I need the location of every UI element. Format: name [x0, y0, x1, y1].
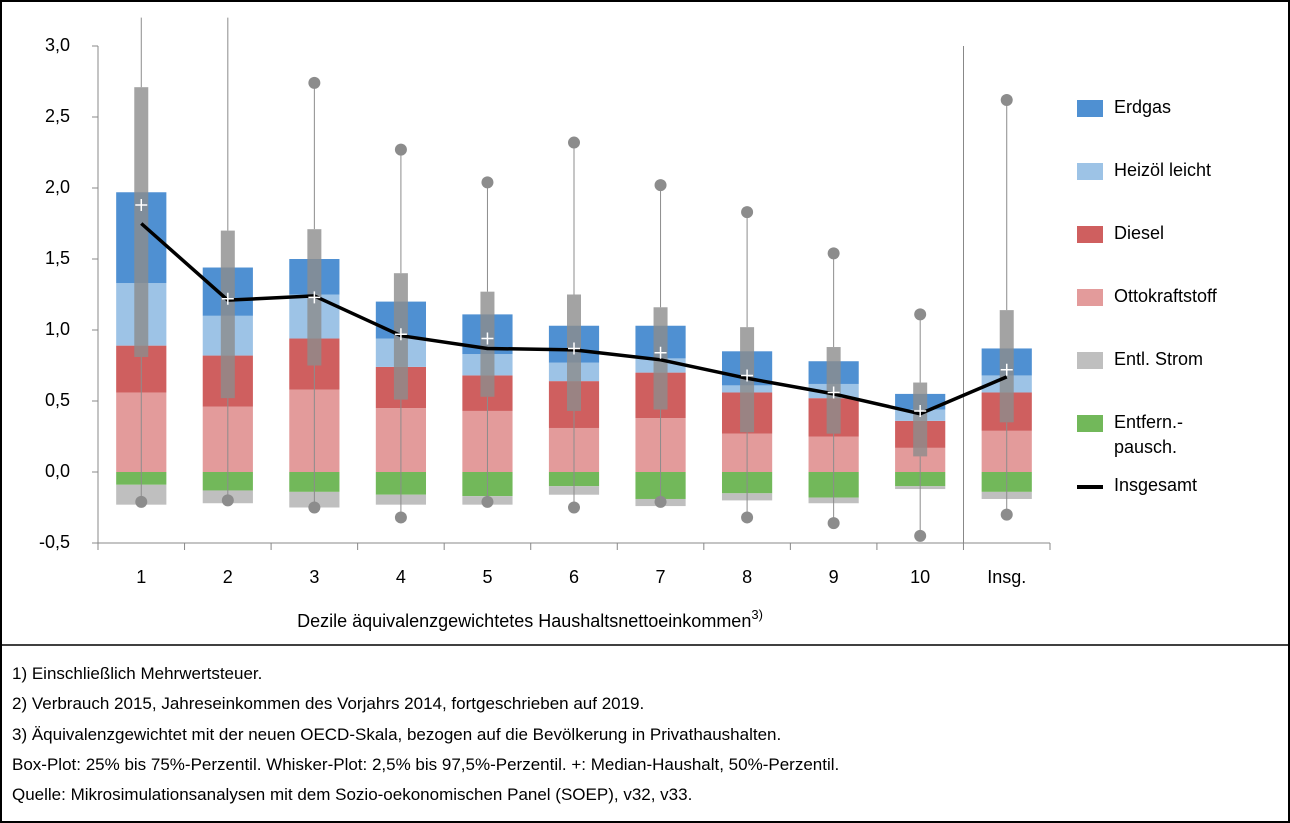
legend-label: Heizöl leicht: [1114, 160, 1212, 180]
legend-label: Diesel: [1114, 223, 1165, 243]
y-tick-label: -0,5: [39, 532, 70, 552]
whisker-low-dot: [1000, 508, 1013, 521]
legend-swatch: [1077, 415, 1103, 432]
x-axis-title-text: Dezile äquivalenzgewichtetes Haushaltsne…: [297, 611, 751, 631]
x-tick-label: 3: [309, 567, 319, 587]
y-tick-label: 0,5: [45, 390, 70, 410]
legend-label: Ottokraftstoff: [1114, 286, 1217, 306]
legend-item: Heizöl leicht: [1077, 159, 1277, 222]
footnote: 3) Äquivalenzgewichtet mit der neuen OEC…: [12, 724, 782, 744]
whisker-high-dot: [654, 179, 667, 192]
legend-label: Entfern.-pausch.: [1114, 412, 1184, 457]
x-tick-label: 1: [136, 567, 146, 587]
legend-label: Erdgas: [1114, 97, 1172, 117]
x-axis-title-note: 3): [751, 607, 763, 622]
box: [913, 382, 928, 457]
median-marker: [135, 199, 148, 212]
x-axis-title: Dezile äquivalenzgewichtetes Haushaltsne…: [297, 607, 763, 630]
notes: 1) Einschließlich Mehrwertsteuer. 2) Verb…: [12, 660, 839, 811]
footnote: 2) Verbrauch 2015, Jahreseinkommen des V…: [12, 694, 645, 714]
legend-swatch: [1077, 163, 1103, 180]
whisker-low-dot: [221, 494, 234, 507]
whisker-high-dot: [741, 206, 754, 219]
whisker-high-dot: [481, 176, 494, 189]
footnote: Box-Plot: 25% bis 75%-Perzentil. Whisker…: [12, 754, 840, 774]
legend-item: Ottokraftstoff: [1077, 285, 1277, 348]
y-tick-label: 3,0: [45, 35, 70, 55]
whisker-low-dot: [308, 501, 321, 514]
whisker-high-dot: [1000, 93, 1013, 106]
legend-item: Entfern.-pausch.: [1077, 411, 1277, 474]
x-tick-label: 7: [656, 567, 666, 587]
legend-swatch: [1077, 100, 1103, 117]
legend-swatch: [1077, 289, 1103, 306]
whisker-low-dot: [914, 529, 927, 542]
y-tick-label: 2,5: [45, 106, 70, 126]
legend-item: Entl. Strom: [1077, 348, 1277, 411]
footnote: Quelle: Mikrosimulationsanalysen mit dem…: [12, 785, 693, 805]
y-tick-label: 1,5: [45, 248, 70, 268]
legend-item: Erdgas: [1077, 96, 1277, 159]
whisker-low-dot: [481, 495, 494, 508]
x-tick-label: 9: [829, 567, 839, 587]
median-marker: [394, 328, 407, 341]
legend-swatch: [1077, 226, 1103, 243]
median-marker: [654, 346, 667, 359]
legend-swatch: [1077, 485, 1103, 489]
legend-item: Insgesamt: [1077, 474, 1277, 537]
whisker-high-dot: [308, 76, 321, 89]
whisker-high-dot: [914, 308, 927, 321]
whisker-high-dot: [827, 247, 840, 260]
y-tick-label: 0,0: [45, 461, 70, 481]
y-tick-label: 2,0: [45, 177, 70, 197]
x-tick-label: 8: [742, 567, 752, 587]
median-marker: [221, 292, 234, 305]
x-tick-label: 4: [396, 567, 406, 587]
whisker-low-dot: [827, 517, 840, 530]
x-tick-label: 2: [223, 567, 233, 587]
whisker-low-dot: [654, 495, 667, 508]
median-marker: [827, 386, 840, 399]
median-marker: [568, 342, 580, 355]
whisker-low-dot: [741, 511, 754, 524]
y-tick-label: 1,0: [45, 319, 70, 339]
x-tick-label: 6: [569, 567, 579, 587]
median-marker: [914, 404, 927, 417]
box: [134, 87, 149, 357]
whisker-high-dot: [394, 143, 407, 156]
median-marker: [741, 369, 754, 382]
legend-item: Diesel: [1077, 222, 1277, 285]
x-tick-label: Insg.: [987, 567, 1026, 587]
x-tick-label: 10: [910, 567, 930, 587]
whisker-low-dot: [394, 511, 407, 524]
box: [220, 230, 235, 399]
whisker-high-dot: [568, 136, 580, 149]
legend-label: Insgesamt: [1114, 475, 1198, 495]
median-marker: [308, 291, 321, 304]
x-tick-label: 5: [482, 567, 492, 587]
legend: Erdgas Heizöl leicht Diesel Ottokraftstoff E…: [1077, 96, 1277, 537]
median-marker: [1000, 363, 1013, 376]
footnote: 1) Einschließlich Mehrwertsteuer.: [12, 664, 263, 683]
legend-label: Entl. Strom: [1114, 349, 1204, 369]
whisker-low-dot: [135, 495, 148, 508]
median-marker: [481, 332, 494, 345]
whisker-low-dot: [568, 501, 580, 514]
legend-swatch: [1077, 352, 1103, 369]
